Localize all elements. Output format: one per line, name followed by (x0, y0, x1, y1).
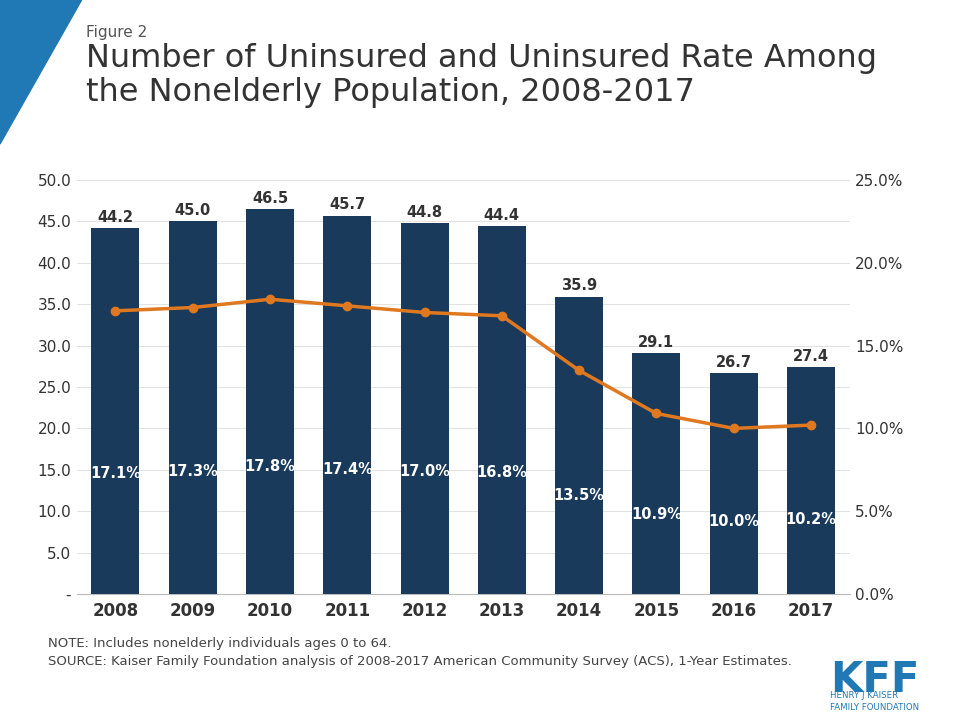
Text: 17.4%: 17.4% (322, 462, 372, 477)
Text: 10.0%: 10.0% (708, 513, 759, 528)
Text: Figure 2: Figure 2 (86, 25, 148, 40)
Bar (169, 222, 217, 594)
Text: HENRY J KAISER
FAMILY FOUNDATION: HENRY J KAISER FAMILY FOUNDATION (830, 691, 920, 712)
Text: 17.8%: 17.8% (245, 459, 296, 474)
Text: 13.5%: 13.5% (554, 488, 605, 503)
Bar (91, 228, 139, 594)
Bar (400, 223, 448, 594)
Text: 26.7: 26.7 (716, 355, 752, 369)
Text: NOTE: Includes nonelderly individuals ages 0 to 64.
SOURCE: Kaiser Family Founda: NOTE: Includes nonelderly individuals ag… (48, 637, 792, 668)
Bar (246, 209, 294, 594)
Bar (787, 367, 835, 594)
Text: KFF: KFF (830, 659, 920, 701)
Bar (324, 215, 372, 594)
Text: the Nonelderly Population, 2008-2017: the Nonelderly Population, 2008-2017 (86, 77, 695, 108)
Text: 17.0%: 17.0% (399, 464, 450, 479)
Text: 10.9%: 10.9% (631, 507, 682, 522)
Text: 10.2%: 10.2% (785, 512, 836, 526)
Bar (633, 353, 681, 594)
Bar (555, 297, 603, 594)
Bar (709, 373, 757, 594)
Text: 29.1: 29.1 (638, 335, 675, 350)
Text: 44.4: 44.4 (484, 208, 520, 223)
Text: 17.1%: 17.1% (90, 466, 141, 481)
Text: 44.2: 44.2 (98, 210, 133, 225)
Text: 27.4: 27.4 (793, 348, 829, 364)
Text: Number of Uninsured and Uninsured Rate Among: Number of Uninsured and Uninsured Rate A… (86, 43, 877, 74)
Text: 46.5: 46.5 (252, 191, 288, 206)
Text: 35.9: 35.9 (561, 279, 597, 294)
Text: 17.3%: 17.3% (167, 464, 218, 479)
Text: 16.8%: 16.8% (476, 465, 527, 480)
Text: 44.8: 44.8 (406, 204, 443, 220)
Text: 45.0: 45.0 (175, 203, 211, 218)
Text: 45.7: 45.7 (329, 197, 366, 212)
Bar (478, 226, 526, 594)
